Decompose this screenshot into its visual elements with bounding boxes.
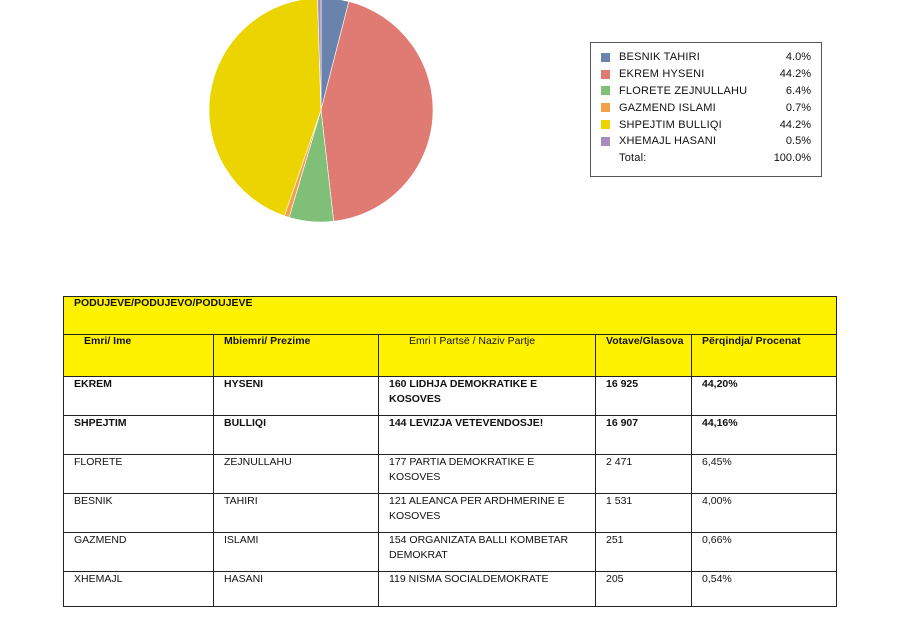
cell-first: FLORETE [63, 454, 214, 494]
results-table: PODUJEVE/PODUJEVO/PODUJEVE Emri/ Ime Mbi… [62, 296, 838, 607]
cell-party: 119 NISMA SOCIALDEMOKRATE [378, 571, 596, 607]
pie-slice [208, 0, 322, 217]
legend-swatch [601, 69, 610, 79]
table-title: PODUJEVE/PODUJEVO/PODUJEVE [62, 296, 838, 335]
legend-swatch [601, 120, 610, 130]
legend-swatch [601, 136, 610, 146]
cell-pct: 44,16% [690, 415, 838, 455]
legend-label: BESNIK TAHIRI [619, 51, 701, 64]
legend-percent: 0.5% [785, 135, 811, 148]
legend-item: SHPEJTIM BULLIQI 44.2% [601, 116, 811, 133]
cell-last: ZEJNULLAHU [213, 454, 379, 494]
cell-first: GAZMEND [63, 532, 214, 572]
table-row: BESNIK TAHIRI 121 ALEANCA PER ARDHMERINE E… [63, 493, 838, 533]
legend-item: XHEMAJL HASANI 0.5% [601, 133, 811, 150]
cell-last: TAHIRI [213, 493, 379, 533]
cell-votes: 2 471 [595, 454, 692, 494]
cell-pct: 0,54% [690, 571, 838, 607]
legend-swatch [601, 52, 610, 62]
cell-first: BESNIK [63, 493, 214, 533]
legend-label: SHPEJTIM BULLIQI [619, 118, 722, 131]
legend-swatch [601, 86, 610, 96]
table-row: SHPEJTIM BULLIQI 144 LEVIZJA VETEVENDOSJE!… [63, 415, 838, 455]
legend-total-label: Total: [619, 152, 647, 165]
legend-item: BESNIK TAHIRI 4.0% [601, 49, 811, 66]
cell-pct: 0,66% [690, 532, 838, 572]
legend-total-value: 100.0% [773, 152, 811, 165]
col-header-percent: Përqindja/ Procenat [690, 334, 838, 377]
pie-chart [208, 0, 434, 223]
legend-swatch [601, 103, 610, 113]
chart-legend: BESNIK TAHIRI 4.0% EKREM HYSENI 44.2% FLORET… [590, 42, 822, 177]
legend-item: FLORETE ZEJNULLAHU 6.4% [601, 83, 811, 100]
pie-slice [317, 0, 322, 111]
table-row: EKREM HYSENI 160 LIDHJA DEMOKRATIKE E KOSO… [63, 376, 838, 416]
cell-first: SHPEJTIM [63, 415, 214, 455]
table-row: XHEMAJL HASANI 119 NISMA SOCIALDEMOKRATE 20… [63, 571, 838, 607]
cell-last: ISLAMI [213, 532, 379, 572]
col-header-party: Emri I Partsë / Naziv Partje [378, 334, 596, 377]
legend-total: Total: 100.0% [601, 150, 811, 167]
legend-percent: 44.2% [779, 118, 811, 131]
legend-label: XHEMAJL HASANI [619, 135, 717, 148]
cell-party: 160 LIDHJA DEMOKRATIKE E KOSOVES [378, 376, 596, 416]
cell-pct: 4,00% [690, 493, 838, 533]
col-header-votes: Votave/Glasova [595, 334, 692, 377]
legend-percent: 44.2% [779, 68, 811, 81]
cell-first: XHEMAJL [63, 571, 214, 607]
legend-item: EKREM HYSENI 44.2% [601, 66, 811, 83]
cell-last: HYSENI [213, 376, 379, 416]
legend-label: EKREM HYSENI [619, 68, 705, 81]
cell-first: EKREM [63, 376, 214, 416]
pie-slice [320, 1, 434, 222]
cell-party: 177 PARTIA DEMOKRATIKE E KOSOVES [378, 454, 596, 494]
cell-party: 144 LEVIZJA VETEVENDOSJE! [378, 415, 596, 455]
cell-last: HASANI [213, 571, 379, 607]
legend-percent: 4.0% [785, 51, 811, 64]
legend-label: GAZMEND ISLAMI [619, 101, 716, 114]
col-header-last-name: Mbiemri/ Prezime [213, 334, 379, 377]
cell-party: 121 ALEANCA PER ARDHMERINE E KOSOVES [378, 493, 596, 533]
legend-label: FLORETE ZEJNULLAHU [619, 84, 748, 97]
cell-votes: 16 925 [595, 376, 692, 416]
table-row: FLORETE ZEJNULLAHU 177 PARTIA DEMOKRATIKE … [63, 454, 838, 494]
cell-votes: 251 [595, 532, 692, 572]
legend-item: GAZMEND ISLAMI 0.7% [601, 99, 811, 116]
cell-pct: 44,20% [690, 376, 838, 416]
cell-pct: 6,45% [690, 454, 838, 494]
cell-votes: 1 531 [595, 493, 692, 533]
cell-votes: 205 [595, 571, 692, 607]
table-row: GAZMEND ISLAMI 154 ORGANIZATA BALLI KOMBET… [63, 532, 838, 572]
cell-party: 154 ORGANIZATA BALLI KOMBETAR DEMOKRAT [378, 532, 596, 572]
legend-percent: 0.7% [785, 101, 811, 114]
cell-last: BULLIQI [213, 415, 379, 455]
cell-votes: 16 907 [595, 415, 692, 455]
col-header-first-name: Emri/ Ime [63, 334, 214, 377]
table-header-row: Emri/ Ime Mbiemri/ Prezime Emri I Partsë… [63, 334, 838, 377]
table-title-row: PODUJEVE/PODUJEVO/PODUJEVE [62, 296, 838, 335]
table-body: EKREM HYSENI 160 LIDHJA DEMOKRATIKE E KOSO… [63, 376, 838, 607]
legend-percent: 6.4% [785, 84, 811, 97]
